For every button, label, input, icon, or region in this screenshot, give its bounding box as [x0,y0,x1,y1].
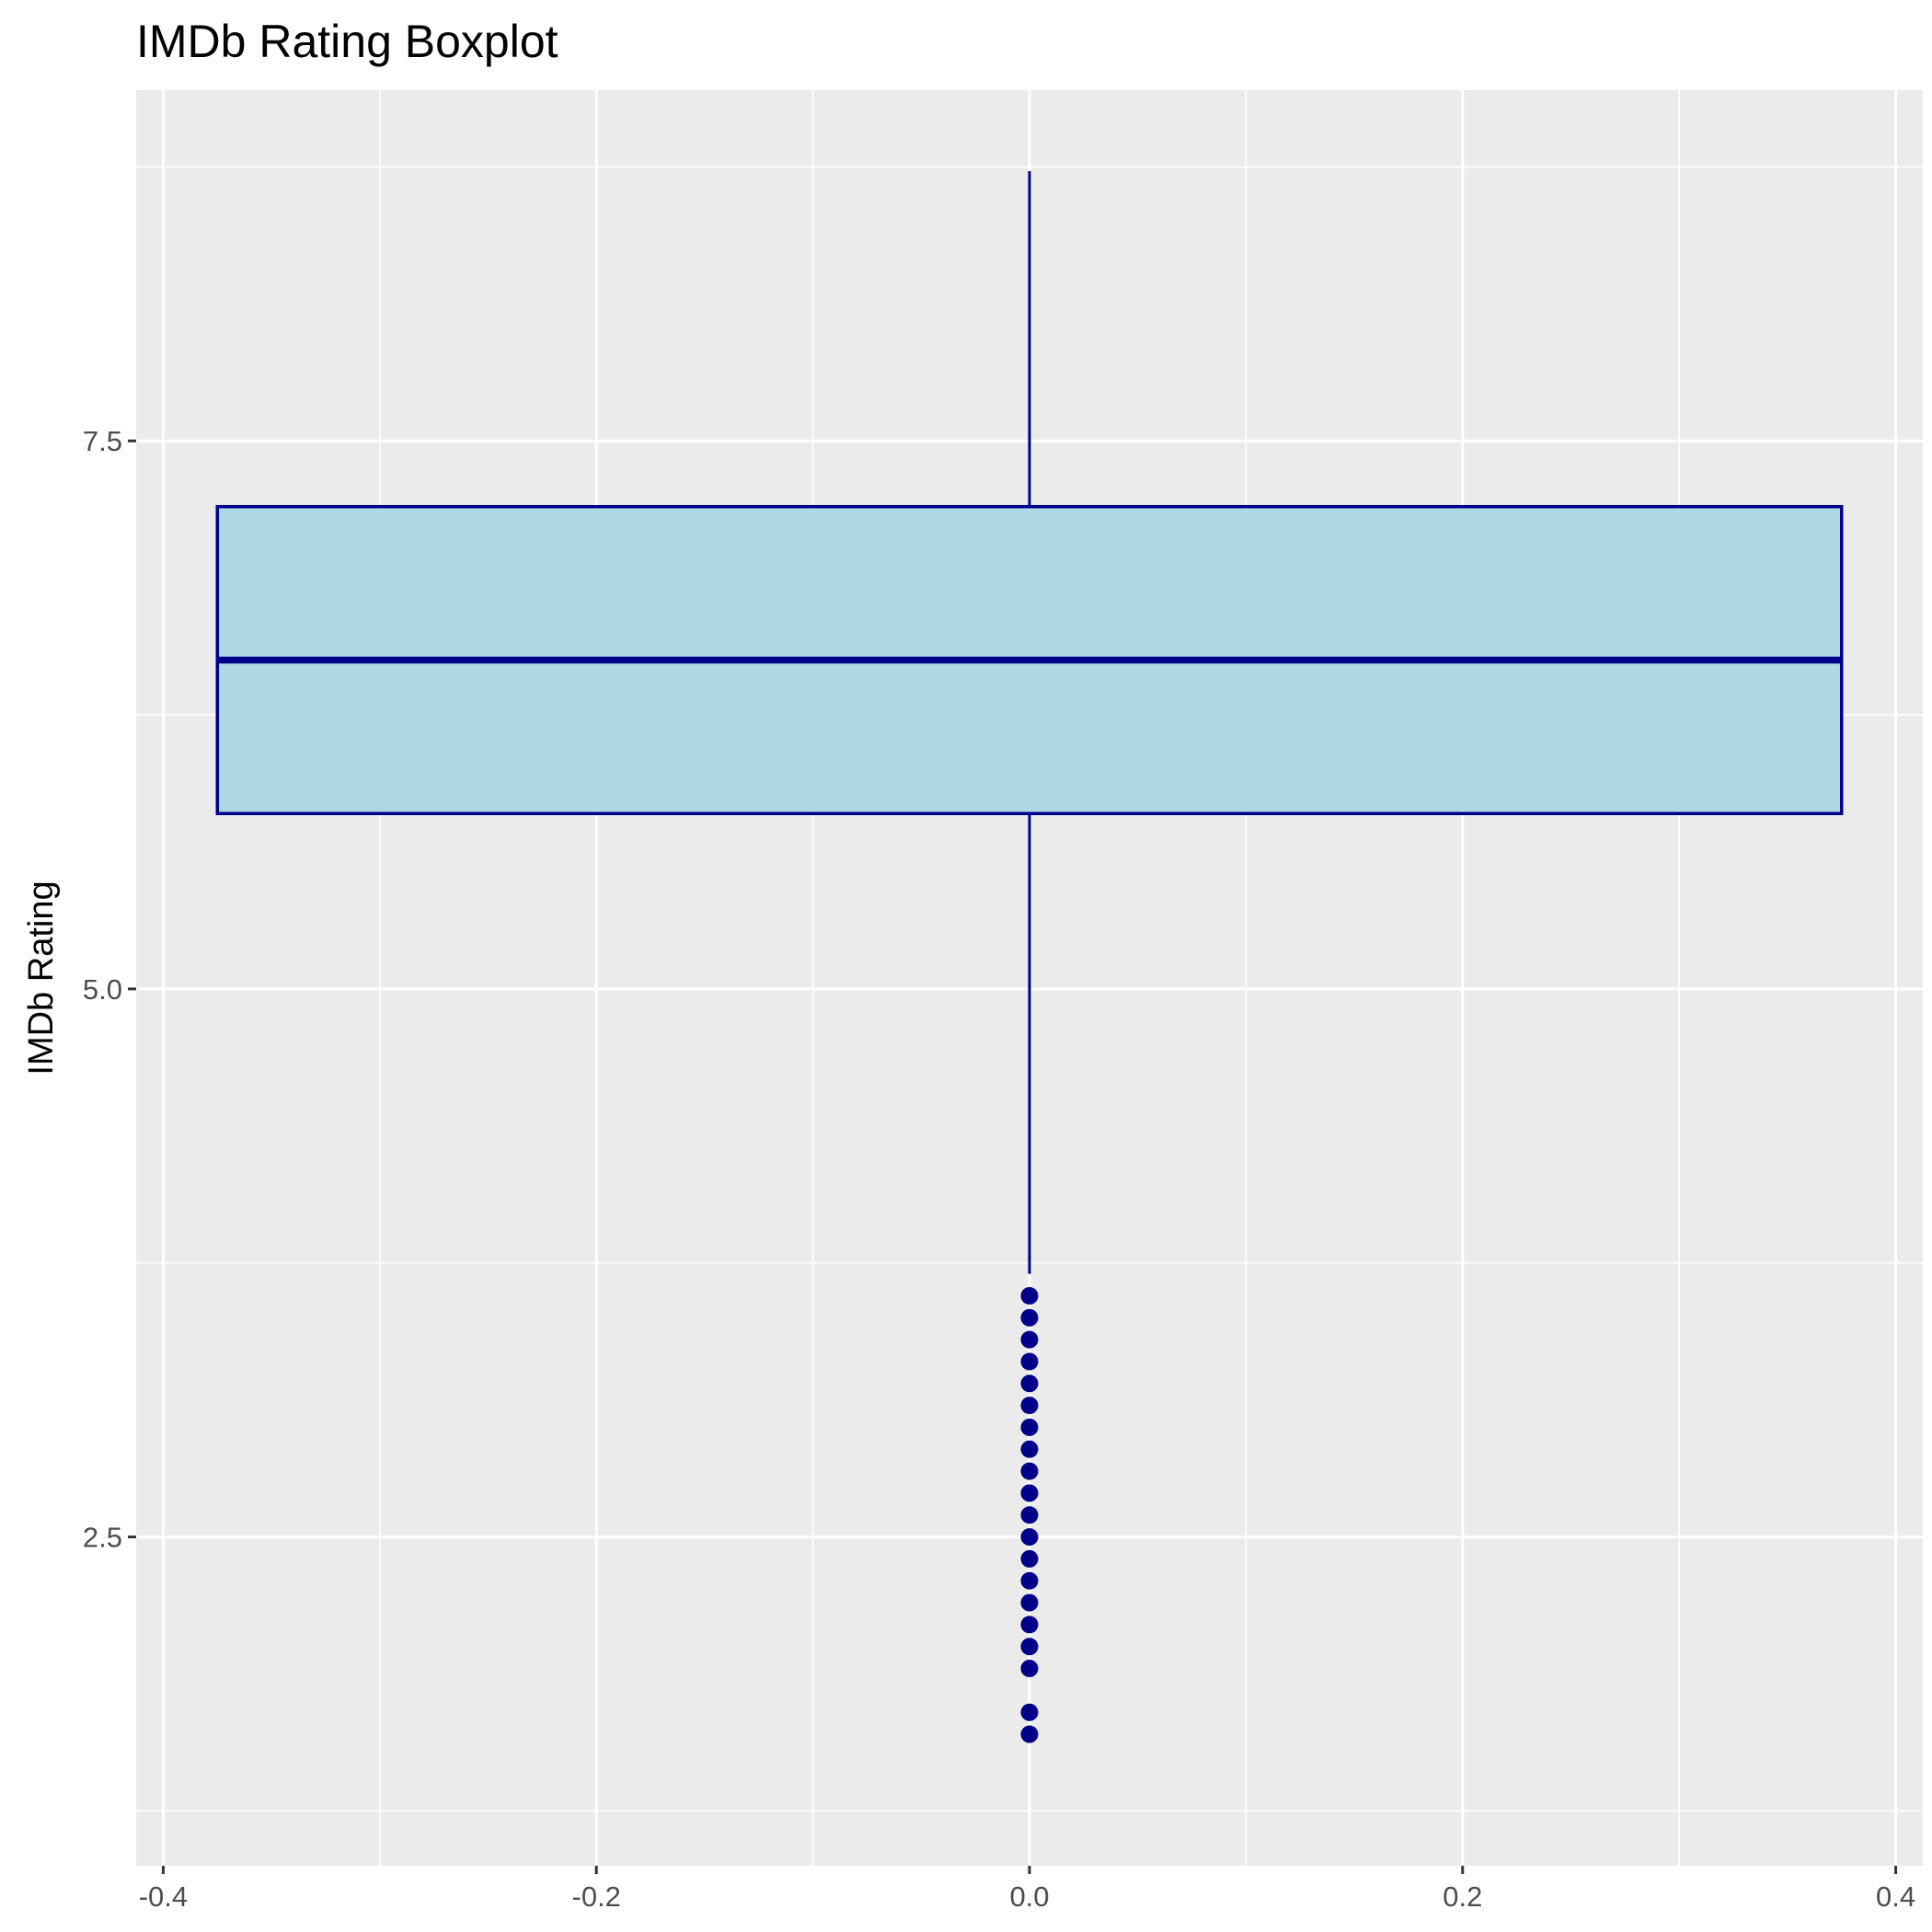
x-tick-label: 0.2 [1443,1880,1482,1913]
outlier-point [1020,1549,1039,1568]
outlier-point [1020,1616,1039,1634]
outlier-point [1020,1418,1039,1436]
outlier-point [1020,1308,1039,1327]
outlier-point [1020,1352,1039,1371]
box-layer [215,171,1844,1274]
outlier-point [1020,1528,1039,1547]
outlier-point [1020,1397,1039,1415]
x-tick-label: 0.0 [1009,1880,1049,1913]
outlier-point [1020,1462,1039,1480]
x-tick-label: -0.2 [572,1880,621,1913]
outlier-point [1020,1571,1039,1590]
outlier-point [1020,1286,1039,1305]
chart-title: IMDb Rating Boxplot [136,16,558,67]
x-tick-label: -0.4 [139,1880,188,1913]
outlier-point [1020,1484,1039,1502]
y-tick-label: 7.5 [83,425,122,457]
outlier-point [1020,1440,1039,1458]
outlier-point [1020,1593,1039,1612]
outlier-point [1020,1374,1039,1393]
outlier-point [1020,1506,1039,1524]
y-axis-title: IMDb Rating [22,880,61,1075]
y-tick-label: 2.5 [83,1522,122,1554]
y-axis-ticks: 2.5 5.0 7.5 [83,425,136,1554]
outlier-points [1020,1286,1039,1743]
outlier-point [1020,1330,1039,1349]
outlier-point [1020,1660,1039,1678]
x-axis-ticks: -0.4 -0.2 0.0 0.2 0.4 [139,1866,1915,1913]
y-tick-label: 5.0 [83,973,122,1006]
outlier-point [1020,1703,1039,1721]
outlier-point [1020,1638,1039,1656]
outlier-point [1020,1725,1039,1743]
x-tick-label: 0.4 [1876,1880,1915,1913]
